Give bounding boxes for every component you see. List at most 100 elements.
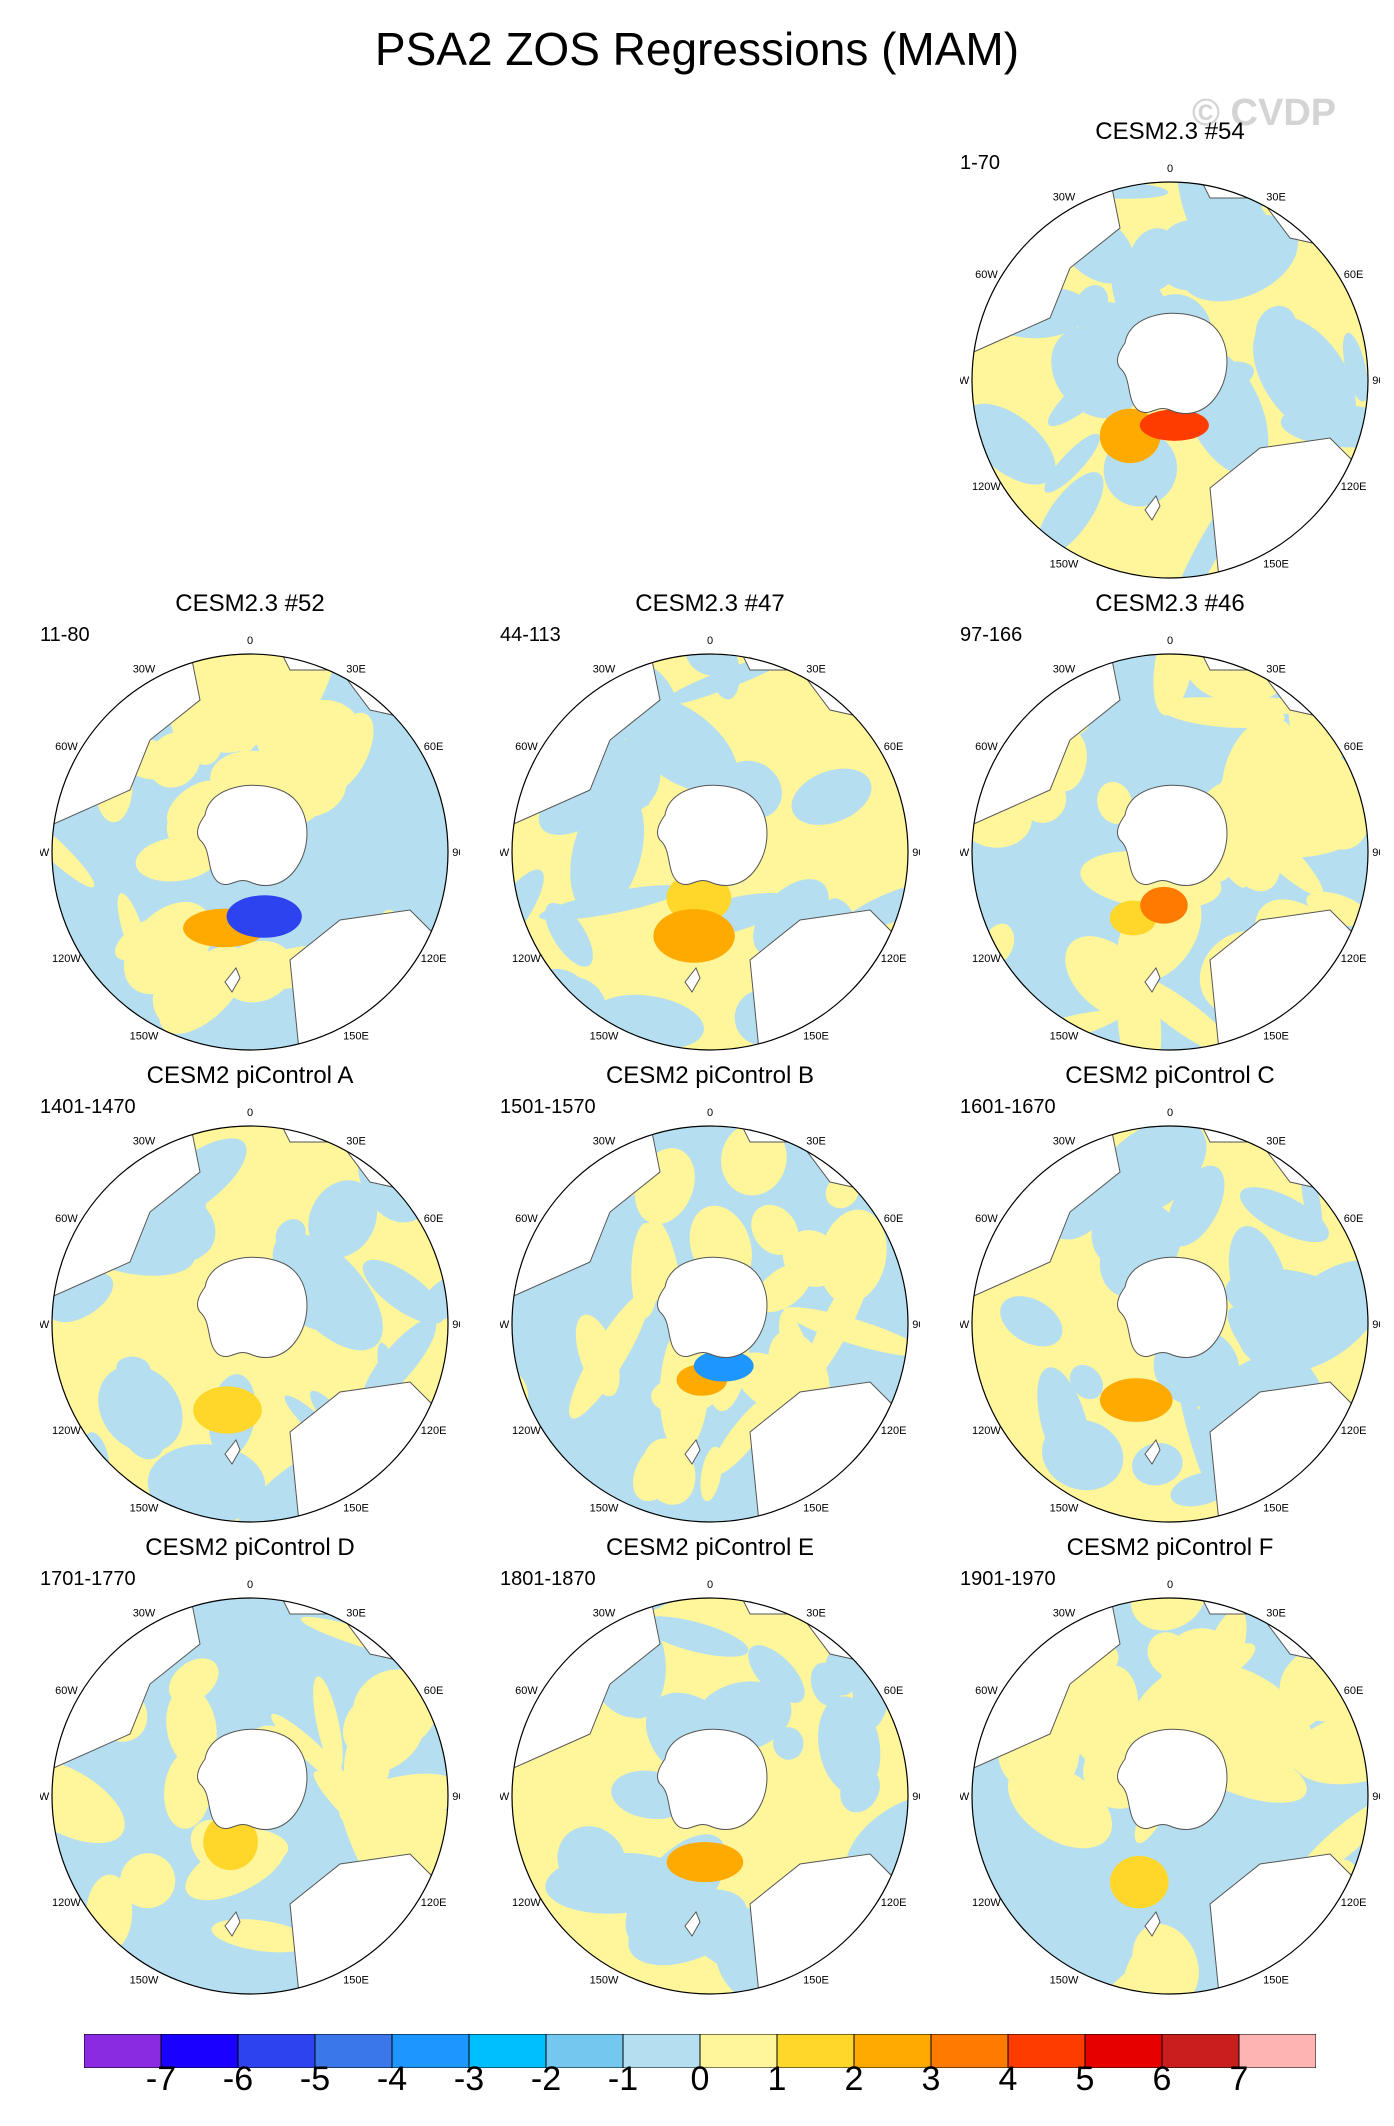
anomaly-patch — [155, 1216, 191, 1254]
colorbar — [84, 2034, 1316, 2068]
colorbar-tick-label: 0 — [690, 2060, 710, 2098]
anomaly-patch — [221, 940, 294, 1003]
panel-year-range: 1901-1970 — [960, 1568, 1056, 1590]
longitude-label: 120E — [881, 1425, 907, 1437]
anomaly-patch — [115, 917, 171, 961]
longitude-label: 30W — [1053, 663, 1076, 675]
anomaly-patch — [755, 1263, 812, 1313]
longitude-label: 150W — [1050, 559, 1079, 571]
anomaly-patch — [52, 1126, 93, 1156]
longitude-label: 120W — [972, 1425, 1001, 1437]
longitude-label: 120E — [421, 1897, 447, 1909]
longitude-label: 90W — [40, 1791, 50, 1803]
longitude-label: 60W — [975, 1213, 998, 1225]
longitude-label: 150E — [343, 1975, 369, 1987]
antarctica-landmass — [1117, 1256, 1228, 1358]
longitude-label: 150W — [130, 1503, 159, 1515]
anomaly-patch — [166, 1687, 217, 1768]
panel-title: CESM2 piControl E — [605, 1534, 815, 1561]
antarctica-landmass — [197, 1256, 308, 1358]
longitude-label: 120E — [881, 1897, 907, 1909]
longitude-label: 60W — [515, 1213, 538, 1225]
anomaly-patch — [538, 747, 646, 835]
colorbar-swatch — [1238, 2034, 1316, 2068]
strong-anomaly — [203, 1814, 258, 1871]
anomaly-patch — [52, 1758, 125, 1844]
polar-map: 0 30E 60E 90E 120E 150E 180 150W 120W 90W 60W 30W — [500, 1579, 920, 2004]
panel-title: CESM2 piControl F — [1066, 1534, 1274, 1561]
longitude-label: 120W — [52, 1897, 81, 1909]
panel-year-range: 44-113 — [500, 624, 561, 646]
longitude-label: 30E — [806, 1607, 826, 1619]
anomaly-patch — [1176, 182, 1248, 281]
anomaly-patch — [284, 723, 348, 790]
anomaly-patch — [271, 1713, 355, 1792]
anomaly-patch — [684, 654, 736, 676]
map-panel: 0 30E 60E 90E 120E 150E 180 150W 120W 90W 60W 30W CE… — [960, 590, 1380, 1060]
antarctica-landmass — [197, 784, 308, 886]
anomaly-patch — [1153, 654, 1196, 716]
longitude-label: 150W — [590, 1975, 619, 1987]
longitude-label: 90W — [500, 1319, 510, 1331]
longitude-label: 180 — [701, 1059, 719, 1060]
strong-anomaly — [666, 1841, 744, 1883]
map-panel: 0 30E 60E 90E 120E 150E 180 150W 120W 90W 60W 30W CE… — [960, 1062, 1380, 1532]
longitude-label: 90E — [452, 1791, 460, 1803]
longitude-label: 60E — [884, 1213, 904, 1225]
map-panel: 0 30E 60E 90E 120E 150E 180 150W 120W 90W 60W 30W CE… — [500, 590, 920, 1060]
anomaly-patch — [147, 1444, 266, 1522]
antarctica-landmass — [1117, 312, 1228, 414]
panel-year-range: 1801-1870 — [500, 1568, 596, 1590]
anomaly-patch — [1091, 1198, 1181, 1276]
watermark: © CVDP — [1192, 92, 1337, 134]
anomaly-patch — [618, 1674, 657, 1719]
longitude-label: 90W — [960, 847, 970, 859]
anomaly-patch — [52, 807, 95, 888]
map-border — [51, 1597, 449, 1995]
anomaly-patch — [1132, 1442, 1183, 1486]
longitude-label: 30E — [806, 1135, 826, 1147]
anomaly-patch — [545, 1852, 687, 1914]
antarctica-landmass — [197, 1728, 308, 1830]
anomaly-patch — [1065, 936, 1153, 1020]
longitude-label: 60W — [975, 269, 998, 281]
anomaly-patch — [1042, 1419, 1124, 1491]
panel-title: CESM2.3 #47 — [635, 590, 785, 617]
longitude-label: 90E — [1372, 1791, 1380, 1803]
longitude-label: 0 — [707, 1579, 713, 1591]
antarctica-landmass — [657, 1256, 768, 1358]
longitude-label: 60E — [1344, 1685, 1364, 1697]
longitude-label: 30E — [346, 1135, 366, 1147]
anomaly-patch — [1044, 433, 1100, 493]
polar-map: 0 30E 60E 90E 120E 150E 180 150W 120W 90W 60W 30W — [500, 1107, 920, 1532]
longitude-label: 30W — [1053, 1607, 1076, 1619]
anomaly-patch — [1328, 1126, 1368, 1216]
polar-map: 0 30E 60E 90E 120E 150E 180 150W 120W 90W 60W 30W — [960, 1579, 1380, 2004]
map-border — [51, 1125, 449, 1523]
strong-anomaly — [1099, 1378, 1173, 1422]
new-zealand-landmass — [1144, 495, 1161, 521]
longitude-label: 180 — [241, 2003, 259, 2004]
map-panel: 0 30E 60E 90E 120E 150E 180 150W 120W 90W 60W 30W CE… — [500, 1534, 920, 2004]
colorbar-tick-label: -1 — [607, 2060, 639, 2098]
panel-title: CESM2.3 #46 — [1095, 590, 1245, 617]
new-zealand-landmass — [684, 1911, 701, 1937]
longitude-label: 150W — [1050, 1503, 1079, 1515]
longitude-label: 120W — [52, 1425, 81, 1437]
new-zealand-landmass — [1144, 1439, 1161, 1465]
panel-year-range: 1701-1770 — [40, 1568, 136, 1590]
anomaly-patch — [512, 869, 544, 962]
strong-anomaly — [653, 909, 735, 963]
panel-year-range: 1601-1670 — [960, 1096, 1056, 1118]
anomaly-patch — [120, 1853, 176, 1909]
longitude-label: 120W — [972, 1897, 1001, 1909]
longitude-label: 60W — [975, 741, 998, 753]
anomaly-patch — [819, 1209, 887, 1304]
anomaly-patch — [972, 1521, 1077, 1522]
longitude-label: 180 — [1161, 1059, 1179, 1060]
anomaly-patch — [773, 1727, 804, 1760]
anomaly-patch — [1160, 697, 1285, 728]
longitude-label: 90E — [1372, 847, 1380, 859]
longitude-label: 120W — [512, 1897, 541, 1909]
longitude-label: 120E — [1341, 481, 1367, 493]
